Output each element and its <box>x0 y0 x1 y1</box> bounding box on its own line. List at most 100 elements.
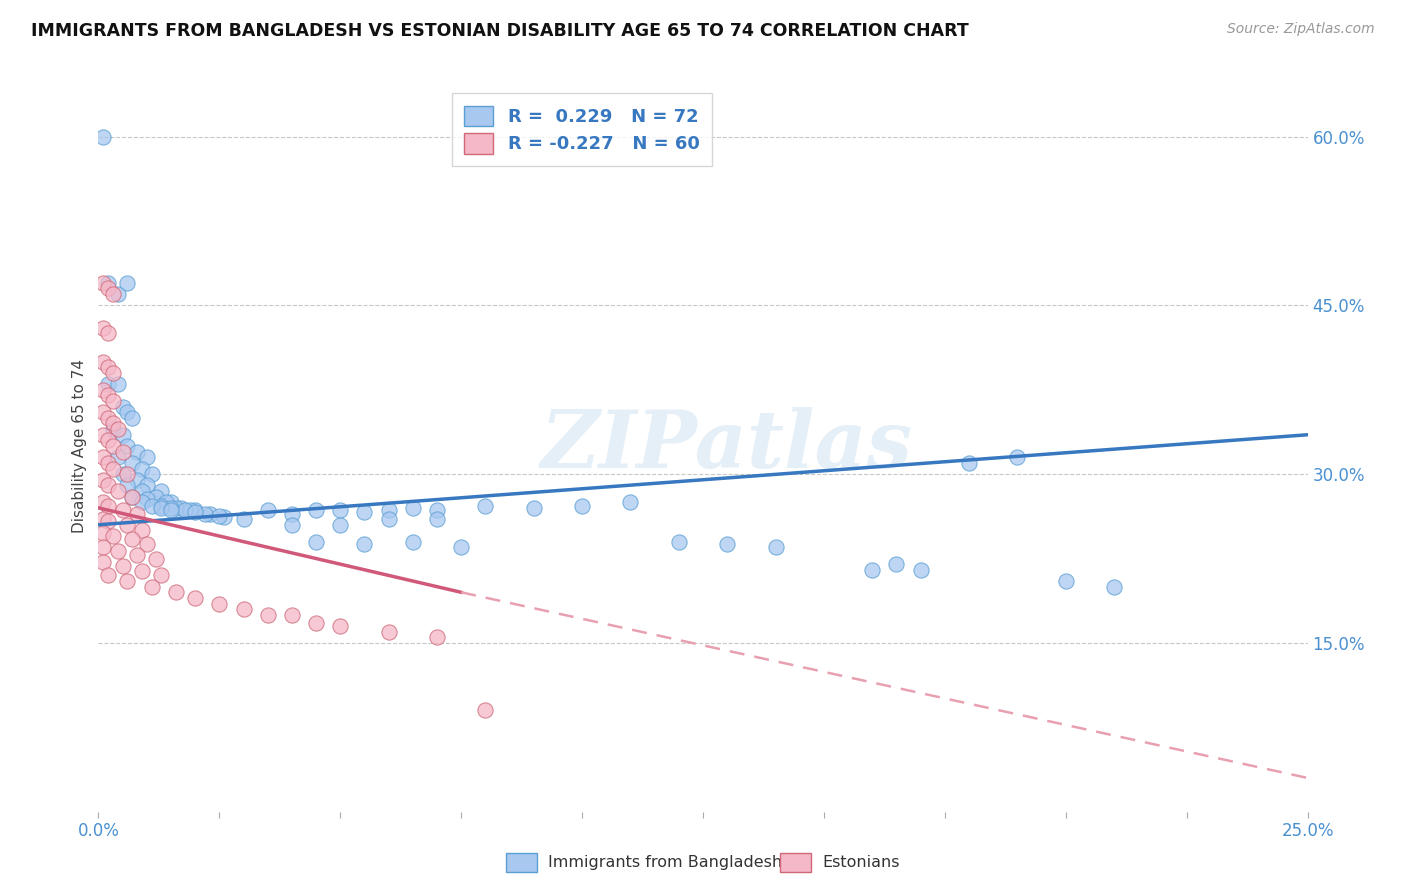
Point <box>1007 450 1029 465</box>
Point <box>111 400 134 414</box>
Point <box>571 499 593 513</box>
Point <box>97 410 120 425</box>
Point <box>91 525 114 540</box>
Point <box>97 281 120 295</box>
Point <box>281 507 304 521</box>
Point <box>91 405 114 419</box>
Point <box>97 388 120 402</box>
Point <box>305 615 328 630</box>
Point <box>121 490 143 504</box>
Point <box>474 499 496 513</box>
Point <box>155 495 177 509</box>
Y-axis label: Disability Age 65 to 74: Disability Age 65 to 74 <box>72 359 87 533</box>
Point <box>281 517 304 532</box>
Point <box>256 503 278 517</box>
Point <box>1054 574 1077 588</box>
Point <box>117 276 139 290</box>
Point <box>107 450 129 465</box>
Point <box>111 427 134 442</box>
Point <box>97 377 120 392</box>
Point <box>886 557 908 571</box>
Point <box>450 541 472 555</box>
Point <box>474 703 496 717</box>
Point <box>111 467 134 482</box>
Point <box>174 503 197 517</box>
Point <box>135 491 157 506</box>
Point <box>232 512 254 526</box>
Point <box>127 473 149 487</box>
Point <box>117 439 139 453</box>
Point <box>160 500 183 515</box>
Point <box>165 585 187 599</box>
Point <box>179 503 201 517</box>
Point <box>212 509 235 524</box>
Point <box>141 580 163 594</box>
Point <box>184 503 207 517</box>
Point <box>91 495 114 509</box>
Point <box>131 461 153 475</box>
Point <box>329 503 352 517</box>
Point <box>208 508 231 523</box>
Point <box>150 568 173 582</box>
Point <box>97 456 120 470</box>
Text: Estonians: Estonians <box>823 855 900 870</box>
Point <box>91 276 114 290</box>
Point <box>91 383 114 397</box>
Point <box>329 619 352 633</box>
Point <box>107 287 129 301</box>
Point <box>402 534 425 549</box>
Point <box>377 512 399 526</box>
Point <box>117 467 139 482</box>
Point <box>117 478 139 492</box>
Point <box>91 450 114 465</box>
Point <box>91 555 114 569</box>
Point <box>957 456 980 470</box>
Point <box>910 563 932 577</box>
Point <box>716 537 738 551</box>
Legend: R =  0.229   N = 72, R = -0.227   N = 60: R = 0.229 N = 72, R = -0.227 N = 60 <box>451 93 713 166</box>
Point <box>135 450 157 465</box>
Point <box>377 503 399 517</box>
Point <box>97 326 120 341</box>
Point <box>232 602 254 616</box>
Text: Immigrants from Bangladesh: Immigrants from Bangladesh <box>548 855 783 870</box>
Point <box>160 495 183 509</box>
Point <box>91 427 114 442</box>
Point <box>107 377 129 392</box>
Point <box>121 456 143 470</box>
Point <box>150 499 173 513</box>
Point <box>165 500 187 515</box>
Point <box>169 500 191 515</box>
Point <box>131 524 153 538</box>
Point <box>160 503 183 517</box>
Point <box>619 495 641 509</box>
Point <box>117 517 139 532</box>
Point <box>127 507 149 521</box>
Point <box>111 559 134 574</box>
Point <box>107 543 129 558</box>
Point <box>131 564 153 578</box>
Point <box>353 505 375 519</box>
Point <box>91 129 114 144</box>
Point <box>426 503 449 517</box>
Point <box>91 541 114 555</box>
Point <box>121 533 143 547</box>
Point <box>150 483 173 498</box>
Point <box>131 483 153 498</box>
Point <box>97 499 120 513</box>
Point <box>426 512 449 526</box>
Point <box>101 422 124 436</box>
Point <box>198 507 221 521</box>
Point <box>101 394 124 409</box>
Point <box>101 461 124 475</box>
Point <box>1102 580 1125 594</box>
Text: ZIPatlas: ZIPatlas <box>541 408 914 484</box>
Point <box>97 360 120 375</box>
Point <box>184 505 207 519</box>
Point <box>117 405 139 419</box>
Point <box>91 473 114 487</box>
Point <box>135 537 157 551</box>
Point <box>111 444 134 458</box>
Point <box>305 503 328 517</box>
Point <box>91 321 114 335</box>
